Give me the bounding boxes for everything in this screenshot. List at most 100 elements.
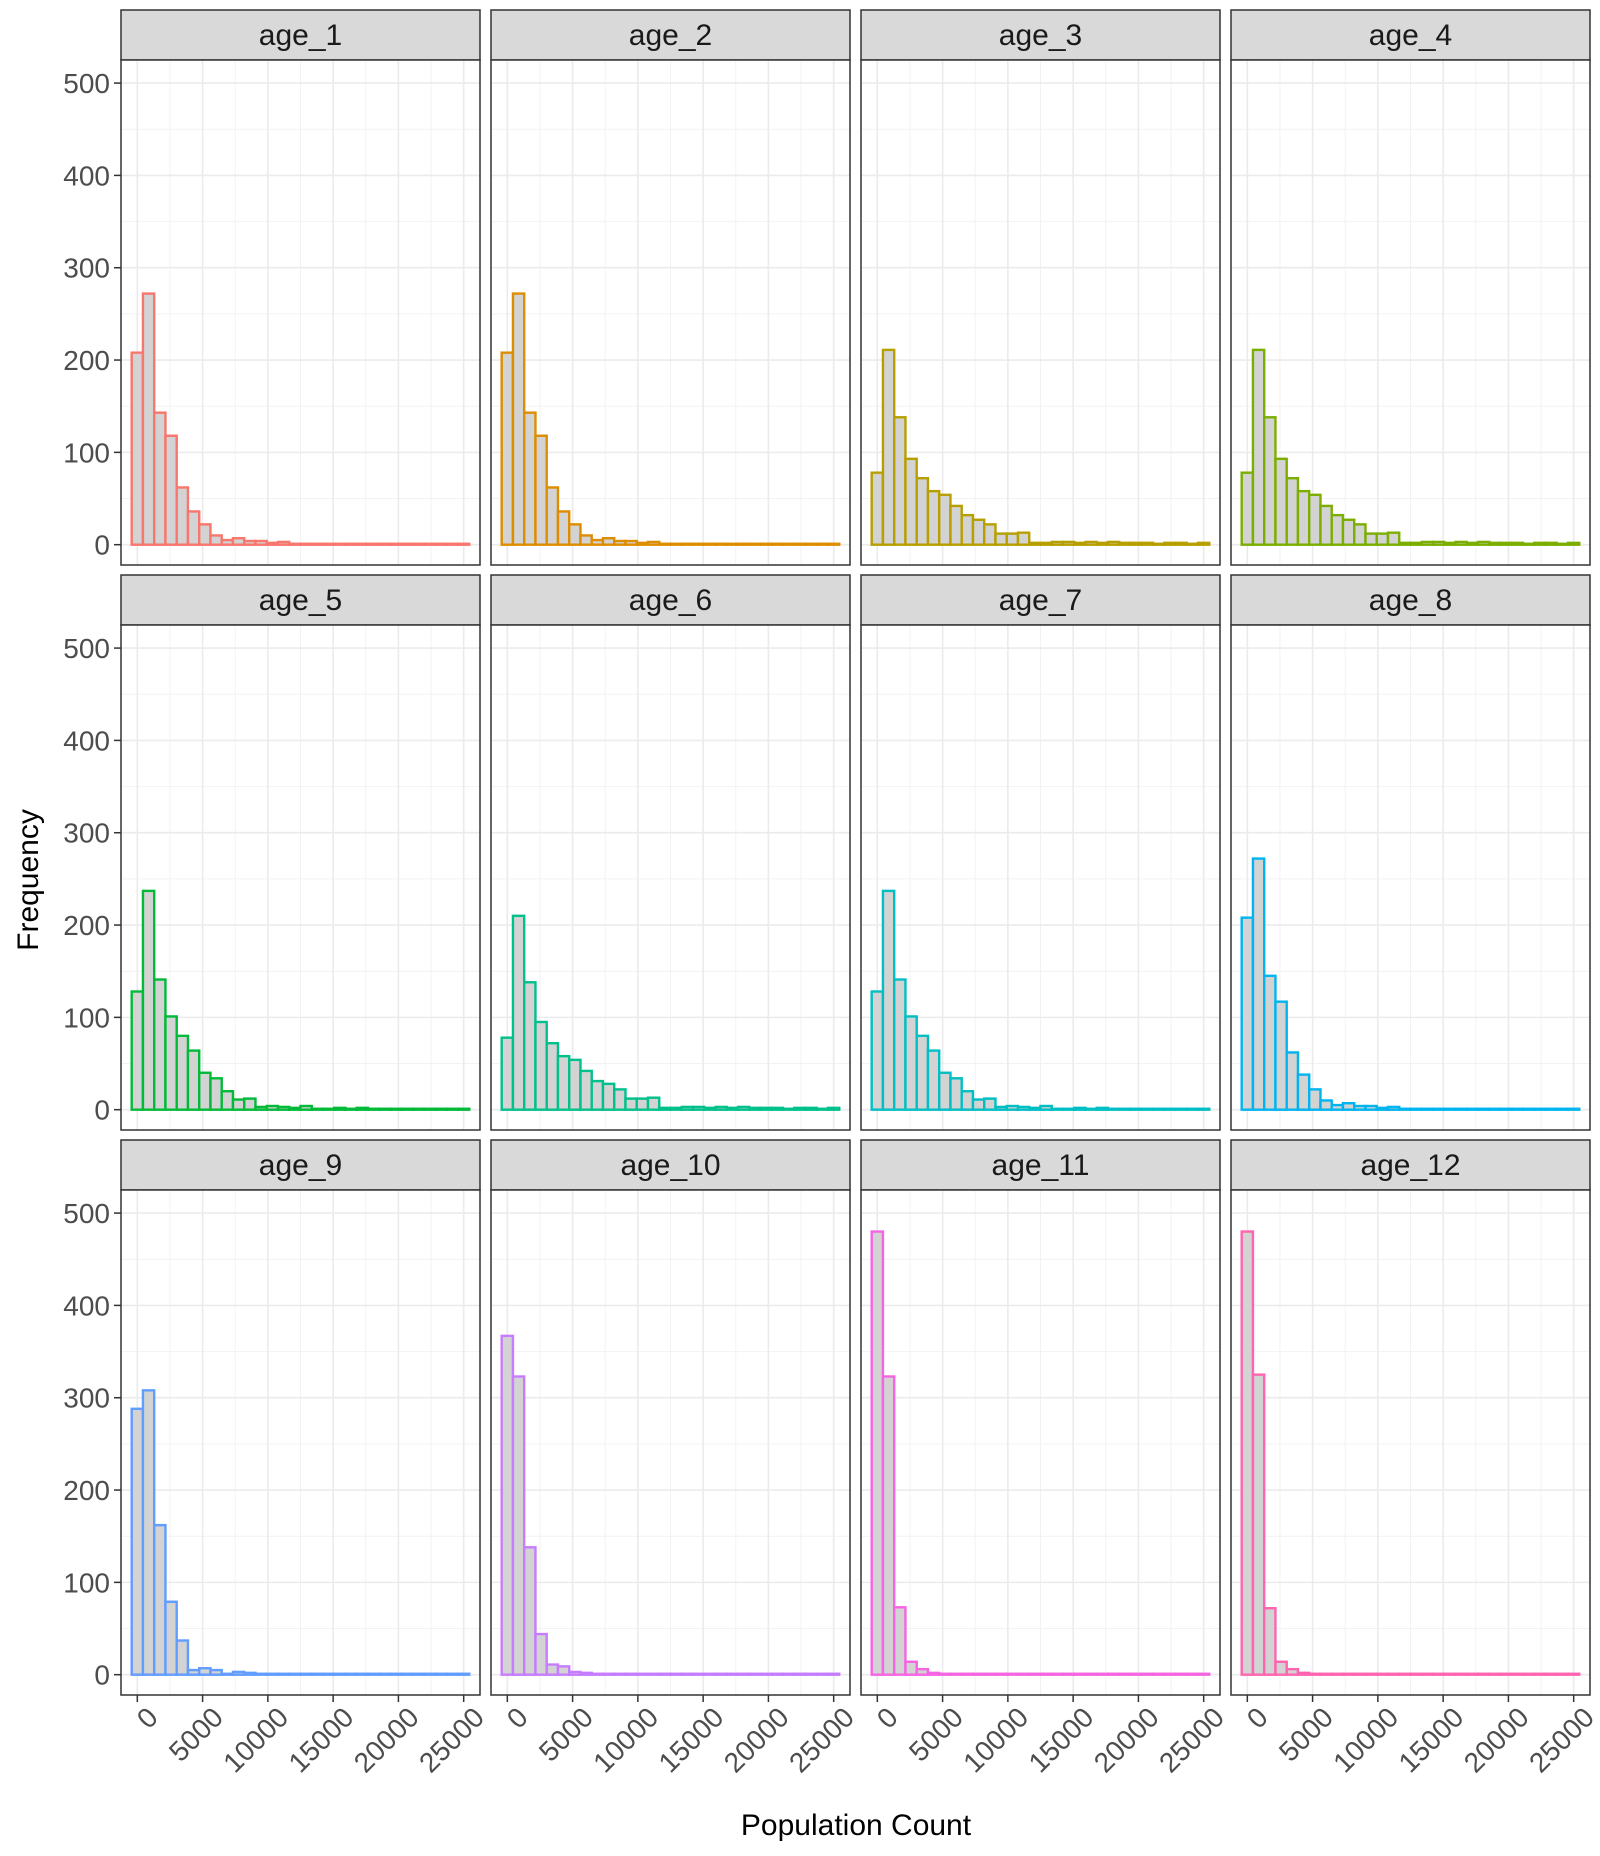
histogram-bar [198, 523, 212, 546]
histogram-bar [1533, 541, 1547, 546]
histogram-bar [658, 542, 672, 546]
histogram-bar [725, 1672, 740, 1676]
histogram-bar [938, 1071, 952, 1111]
histogram-bar [770, 1106, 785, 1111]
histogram-bar [994, 532, 1008, 546]
histogram-bar [1544, 1672, 1558, 1676]
y-tick-label: 100 [63, 1567, 110, 1598]
histogram-bar [1095, 1672, 1110, 1676]
histogram-bar [646, 1096, 661, 1111]
histogram-bar [568, 523, 582, 546]
histogram-bar [445, 542, 460, 546]
histogram-bar [344, 1672, 358, 1676]
histogram-bar [355, 1672, 370, 1676]
histogram-bar [881, 889, 896, 1111]
histogram-bar [1084, 1107, 1098, 1111]
histogram-bar [881, 348, 896, 546]
histogram-bar [209, 1077, 223, 1111]
histogram-bar [1028, 541, 1042, 546]
histogram-bar [243, 1097, 257, 1111]
histogram-bar [1375, 1672, 1390, 1676]
histogram-bar [265, 1104, 280, 1111]
histogram-bar [983, 1672, 997, 1676]
histogram-bar [1106, 540, 1121, 546]
histogram-bar [1151, 1672, 1166, 1676]
y-tick-label: 0 [94, 1660, 110, 1691]
histogram-bar [220, 538, 235, 546]
histogram-bar [288, 1106, 302, 1111]
strip-background [1230, 9, 1591, 61]
histogram-bar [1073, 1672, 1087, 1676]
histogram-bar [1431, 540, 1446, 546]
histogram-bar [1566, 541, 1581, 546]
histogram-bar [186, 1049, 201, 1111]
histogram-bar [680, 1672, 695, 1676]
histogram-bar [804, 1672, 818, 1676]
facet-strip-label: age_2 [629, 19, 712, 52]
strip-background [1230, 574, 1591, 626]
y-tick-label: 0 [94, 530, 110, 561]
y-axis-title: Frequency [12, 809, 45, 951]
histogram-bar [1016, 531, 1031, 546]
histogram-bar [321, 1107, 336, 1111]
histogram-bar [1185, 542, 1200, 546]
histogram-bar [1285, 1051, 1300, 1111]
histogram-bar [231, 1670, 246, 1676]
histogram-bar [714, 1672, 728, 1676]
histogram-bar [1140, 1107, 1155, 1111]
facet-strip-label: age_4 [1369, 19, 1452, 52]
histogram-bar [1398, 1672, 1412, 1676]
histogram-bar [870, 990, 885, 1111]
histogram-bar [892, 978, 907, 1111]
histogram-bar [983, 523, 997, 546]
histogram-bar [545, 1042, 560, 1111]
facet-strip-label: age_3 [999, 19, 1082, 52]
histogram-bar [1375, 1106, 1390, 1111]
histogram-bar [1118, 1107, 1132, 1111]
histogram-bar [534, 1020, 548, 1111]
histogram-bar [1140, 1672, 1155, 1676]
x-axis-title: Population Count [741, 1809, 972, 1842]
histogram-bar [1185, 1107, 1200, 1111]
histogram-bar [1364, 1104, 1378, 1111]
histogram-bar [748, 1672, 762, 1676]
histogram-bar [1499, 1107, 1513, 1111]
facet-strip-label: age_7 [999, 584, 1082, 617]
histogram-bar [1196, 1672, 1211, 1676]
histogram-bar [141, 889, 156, 1111]
histogram-bar [276, 540, 291, 546]
histogram-bar [321, 1672, 336, 1676]
histogram-bar [1398, 1107, 1412, 1111]
histogram-bar [209, 1668, 223, 1676]
histogram-bar [545, 486, 560, 546]
histogram-bar [1533, 1107, 1547, 1111]
histogram-bar [378, 1107, 392, 1111]
histogram-bar [254, 1672, 268, 1676]
histogram-bar [881, 1375, 896, 1676]
histogram-bar [545, 1663, 560, 1676]
histogram-bar [1016, 1105, 1031, 1111]
histogram-bar [736, 1105, 751, 1111]
histogram-bar [288, 542, 302, 546]
histogram-bar [1555, 1672, 1570, 1676]
histogram-bar [1409, 1672, 1423, 1676]
histogram-bar [164, 1015, 178, 1111]
histogram-bar [1544, 1107, 1558, 1111]
histogram-bar [1364, 1672, 1378, 1676]
histogram-bar [579, 534, 593, 546]
facet-panel-age_3: age_3 [860, 9, 1221, 566]
histogram-bar [1240, 916, 1255, 1111]
histogram-bar [1454, 1107, 1468, 1111]
histogram-bar [1319, 1099, 1333, 1111]
histogram-bar [186, 510, 201, 546]
histogram-bar [1499, 541, 1513, 546]
histogram-bar [669, 542, 683, 546]
histogram-bar [1375, 532, 1390, 546]
strip-background [120, 574, 481, 626]
histogram-bar [456, 1107, 471, 1111]
histogram-bar [366, 1672, 381, 1676]
histogram-bar [680, 1105, 695, 1111]
histogram-bar [276, 1105, 291, 1111]
histogram-bar [781, 1107, 796, 1111]
histogram-bar [522, 1546, 537, 1676]
